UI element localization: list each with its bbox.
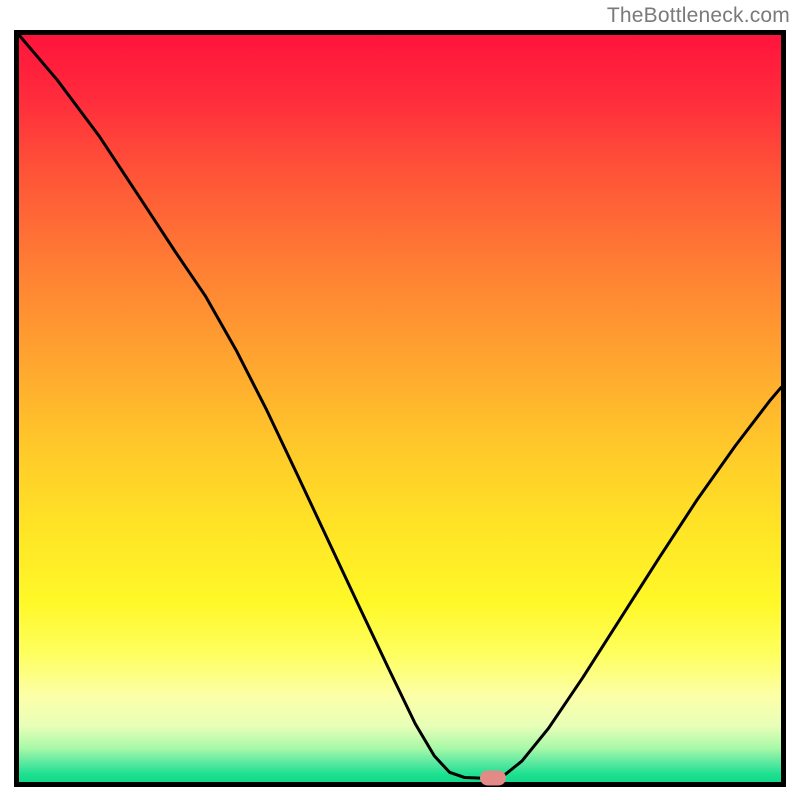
optimal-point-marker <box>480 770 506 785</box>
chart-frame <box>14 30 786 787</box>
watermark-text: TheBottleneck.com <box>607 4 790 28</box>
bottleneck-curve <box>19 35 781 782</box>
chart-container: TheBottleneck.com <box>0 0 800 800</box>
